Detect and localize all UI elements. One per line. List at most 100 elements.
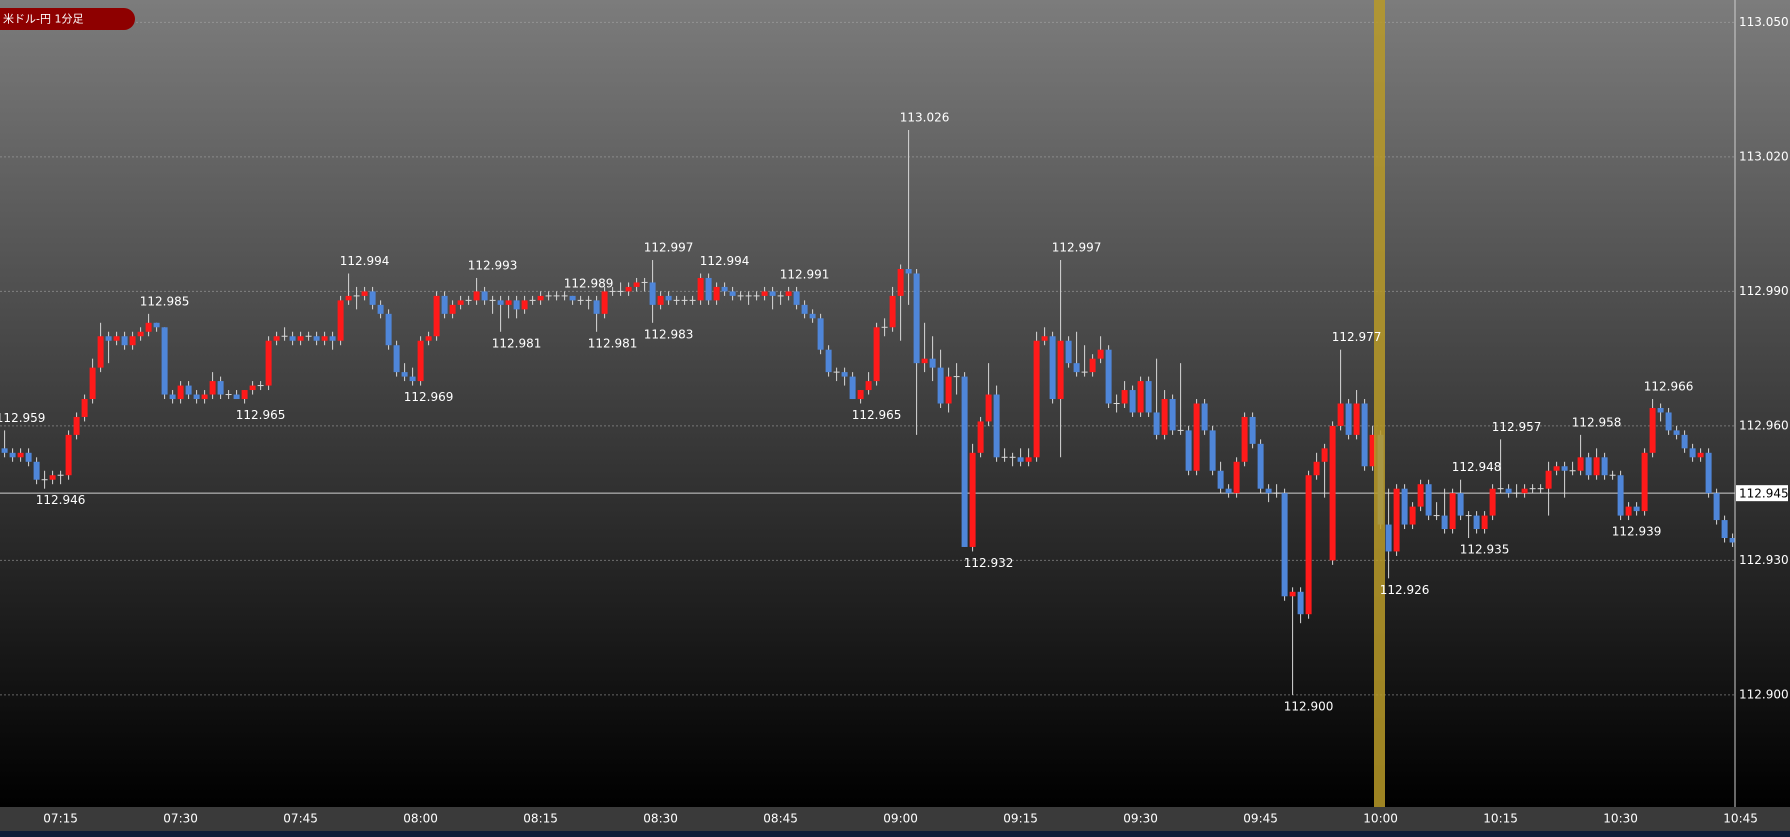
candle-body [809,313,816,319]
candle-body [1217,470,1224,489]
candle-body [833,371,840,373]
candle-body [1313,461,1320,476]
candle-body [1449,493,1456,530]
high-label: 112.959 [0,411,45,425]
candle-body [1337,403,1344,426]
x-tick-label: 08:45 [763,812,798,826]
candle-body [617,290,624,292]
candle-body [457,300,464,305]
candle-body [1153,412,1160,435]
candle-body [297,336,304,341]
candle-body [129,336,136,346]
candle-body [1257,443,1264,489]
candle-body [25,452,32,462]
candle-body [49,475,56,480]
candle-body [401,372,408,377]
x-tick-label: 10:45 [1723,812,1758,826]
y-tick-label: 112.900 [1739,687,1789,701]
low-label: 112.900 [1284,699,1334,713]
candle-body [113,336,120,341]
candle-body [889,295,896,328]
candle-body [289,336,296,341]
candle-body [1553,466,1560,471]
candle-body [1697,452,1704,458]
candle-body [1233,461,1240,494]
candle-body [737,295,744,297]
high-label: 112.989 [564,276,614,290]
candle-body [785,291,792,296]
candle-body [825,349,832,373]
low-label: 112.981 [588,336,638,350]
candle-body [881,326,888,328]
candle-body [1089,358,1096,373]
candle-body [1209,430,1216,471]
candle-body [1145,381,1152,413]
x-tick-label: 08:15 [523,812,558,826]
x-tick-label: 08:30 [643,812,678,826]
candle-body [1353,403,1360,435]
candle-body [1409,506,1416,525]
candle-body [449,304,456,314]
candle-body [1481,515,1488,530]
candle-body [681,299,688,301]
candle-body [1593,457,1600,476]
candle-body [577,299,584,301]
candle-body [265,340,272,386]
high-label: 112.958 [1572,415,1622,429]
candle-body [417,340,424,382]
candle-body [529,299,536,301]
candle-body [1577,457,1584,471]
candle-body [1009,456,1016,458]
candle-body [649,282,656,305]
candle-body [777,295,784,297]
candle-body [841,372,848,377]
candle-body [609,290,616,292]
candle-body [1417,484,1424,507]
candle-body [305,335,312,337]
candle-body [1521,488,1528,494]
candle-body [1713,493,1720,521]
x-tick-label: 07:45 [283,812,318,826]
candle-body [185,385,192,395]
candle-body [929,358,936,368]
candle-body [1561,466,1568,471]
candle-body [625,286,632,292]
candle-body [1649,407,1656,453]
candle-body [1665,412,1672,431]
candle-body [201,394,208,400]
x-tick-label: 09:00 [883,812,918,826]
candle-body [169,394,176,400]
candle-body [1321,448,1328,462]
candle-body [1537,488,1544,490]
candle-body [441,295,448,314]
last-price-box [1736,485,1788,502]
candle-body [97,336,104,368]
grid [0,21,1735,696]
low-label: 112.981 [492,336,542,350]
candle-body [985,394,992,422]
candle-body [1617,475,1624,516]
candle-body [1489,488,1496,516]
candle-body [585,299,592,301]
candle-body [1441,515,1448,530]
low-label: 112.965 [236,408,286,422]
cursor-highlight [1374,0,1385,807]
candle-body [513,300,520,310]
candle-body [753,295,760,297]
candle-body [1041,336,1048,341]
candle-body [1681,434,1688,449]
candle-body [81,399,88,417]
x-tick-label: 09:15 [1003,812,1038,826]
candle-body [537,295,544,301]
candle-body [497,300,504,305]
candle-body [1201,403,1208,431]
candle-body [1025,457,1032,462]
candle-body [1529,488,1536,490]
low-label: 112.983 [644,327,694,341]
candle-body [281,335,288,337]
candle-body [913,273,920,364]
candle-body [145,322,152,332]
candle-body [1177,429,1184,431]
candle-body [193,394,200,400]
candle-body [465,299,472,301]
